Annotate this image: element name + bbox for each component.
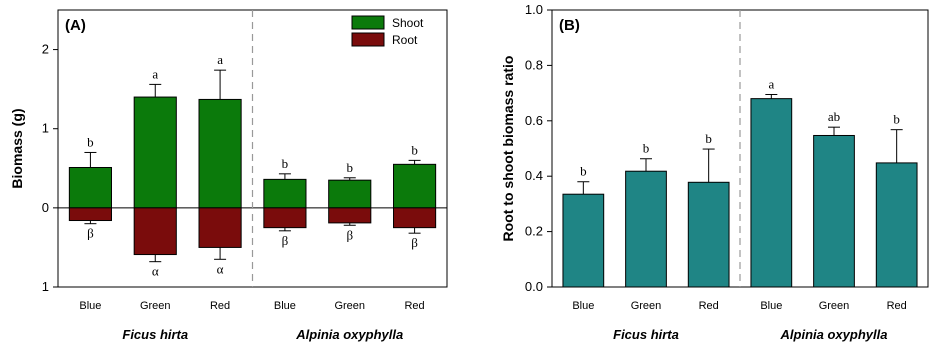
panel-b-significance-letter: ab [828, 109, 840, 124]
panel-a-legend-label: Root [392, 33, 418, 47]
panel-b-category-label: Blue [572, 300, 594, 312]
panel-b-significance-letter: b [893, 112, 900, 127]
panel-a-bar-secondary [393, 207, 437, 229]
panel-a-group-label: Alpinia oxyphylla [295, 327, 403, 342]
panel-b-category-label: Red [699, 300, 719, 312]
panel-a-category-label: Blue [79, 300, 101, 312]
panel-a-bar-secondary [263, 207, 307, 229]
panel-a-category-label: Green [334, 300, 365, 312]
panel-a-category-label: Blue [274, 300, 296, 312]
panel-b-y-axis-title: Root to shoot biomass ratio [500, 56, 516, 242]
panel-a-y-tick-label: 0 [42, 200, 49, 215]
panel-a-legend-swatch [351, 15, 385, 30]
panel-a-bar-secondary [133, 207, 177, 256]
panel-a-category-label: Red [404, 300, 424, 312]
panel-b-significance-letter: b [705, 131, 712, 146]
panel-b-bar-primary [687, 181, 730, 288]
panel-a-bar-primary [68, 166, 112, 209]
panel-b-y-tick-label: 0.0 [525, 279, 543, 294]
panel-a-significance-letter: b [347, 160, 354, 175]
panel-a-bar-primary [263, 178, 307, 209]
panel-a-bar-primary [328, 179, 372, 209]
panel-b-y-tick-label: 0.2 [525, 224, 543, 239]
panel-b-category-label: Green [819, 300, 850, 312]
panel-b-bar-primary [750, 98, 793, 288]
panel-a-significance-letter: β [411, 235, 418, 250]
panel-a-group-label: Ficus hirta [122, 327, 188, 342]
panel-b-bar-primary [562, 193, 605, 288]
panel-b-y-tick-label: 0.6 [525, 113, 543, 128]
panel-a-significance-letter: a [152, 66, 158, 81]
panel-a-panel-label: (A) [65, 17, 86, 34]
panel-a-y-tick-label: 1 [42, 121, 49, 136]
panel-a-significance-letter: a [217, 52, 223, 67]
panel-b-panel-label: (B) [559, 17, 580, 34]
panel-b-y-tick-label: 0.4 [525, 168, 543, 183]
panel-b-category-label: Green [631, 300, 662, 312]
panel-a-significance-letter: b [282, 156, 289, 171]
panel-b-bar-primary [875, 162, 918, 288]
panel-b-group-label: Alpinia oxyphylla [780, 327, 888, 342]
panel-a-bar-secondary [328, 207, 372, 224]
panel-a-bar-primary [133, 96, 177, 209]
panel-a-significance-letter: α [152, 264, 159, 279]
panel-a-y-tick-label: 2 [42, 42, 49, 57]
panel-a-significance-letter: β [87, 226, 94, 241]
panel-a-significance-letter: α [217, 261, 224, 276]
panel-a-bar-primary [198, 98, 242, 209]
panel-b-category-label: Blue [760, 300, 782, 312]
panel-a-y-axis-title: Biomass (g) [9, 108, 25, 188]
panel-a-y-tick-label: 1 [42, 279, 49, 294]
panel-b-y-tick-label: 1.0 [525, 2, 543, 17]
panel-a-significance-letter: b [87, 134, 94, 149]
panel-a-bar-primary [393, 163, 437, 209]
panel-a-legend-label: Shoot [392, 16, 424, 30]
panel-b-y-tick-label: 0.8 [525, 57, 543, 72]
panel-a-legend-swatch [351, 32, 385, 47]
panel-a-significance-letter: b [411, 142, 418, 157]
panel-a-category-label: Red [210, 300, 230, 312]
panel-b-significance-letter: b [580, 164, 587, 179]
panel-a-significance-letter: β [282, 233, 289, 248]
panel-a-significance-letter: β [346, 227, 353, 242]
panel-b-significance-letter: b [643, 141, 650, 156]
panel-b-significance-letter: a [768, 76, 774, 91]
panel-b-bar-primary [813, 134, 855, 288]
panel-a-category-label: Green [140, 300, 171, 312]
panel-a-bar-secondary [198, 207, 242, 248]
panel-b-group-label: Ficus hirta [613, 327, 679, 342]
panel-b-bar-primary [625, 170, 667, 288]
panel-a-bar-secondary [68, 207, 112, 222]
panel-b-category-label: Red [887, 300, 907, 312]
